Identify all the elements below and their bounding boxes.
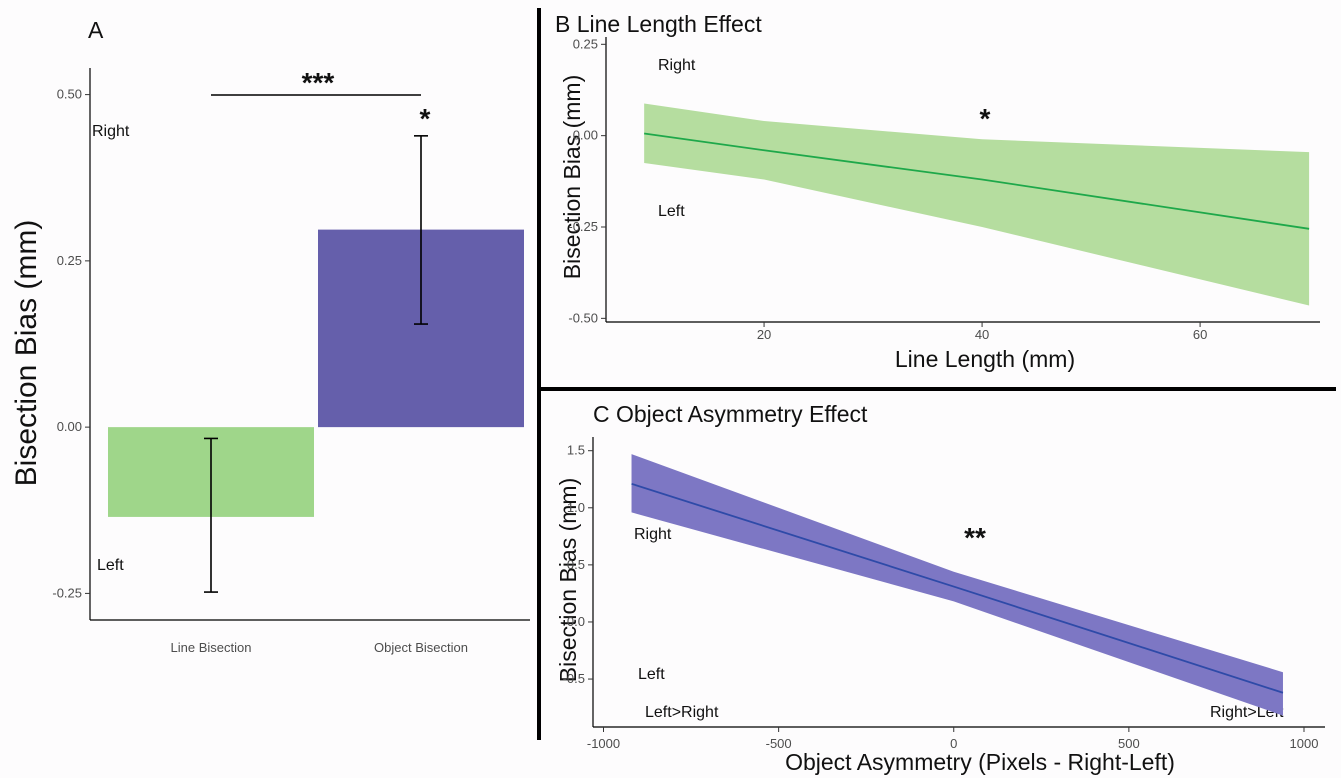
panel-c-y-tick-label: 0.0 bbox=[567, 614, 585, 629]
panel-a-object-star: * bbox=[420, 103, 431, 134]
panel-c-right-label: Right bbox=[634, 526, 672, 543]
panel-c-y-tick-label: -0.5 bbox=[563, 671, 585, 686]
panel-a-y-tick-label: 0.25 bbox=[57, 253, 82, 268]
panel-c-y-axis-title: Bisection Bias (mm) bbox=[555, 478, 581, 682]
panel-c-star: ** bbox=[964, 522, 986, 553]
panel-c-left-gt-right: Left>Right bbox=[645, 704, 719, 721]
panel-c-title: C Object Asymmetry Effect bbox=[593, 401, 868, 427]
panel-a-left-label: Left bbox=[97, 557, 124, 574]
panel-a-y-axis-title: Bisection Bias (mm) bbox=[10, 220, 43, 487]
panel-a-right-label: Right bbox=[92, 123, 130, 140]
panel-a-x-tick-label: Line Bisection bbox=[171, 640, 252, 655]
panel-c-y-tick-label: 1.5 bbox=[567, 443, 585, 458]
panel-b-y-tick-label: 0.00 bbox=[573, 128, 598, 143]
panel-b-star: * bbox=[980, 103, 991, 134]
panel-c-plot: -0.5 0.0 0.5 1.0 1.5 -1000 -500 0 500 1000 bbox=[563, 437, 1325, 751]
panel-a-y-tick-label: 0.00 bbox=[57, 419, 82, 434]
panel-a-plot: -0.25 0.00 0.25 0.50 Line Bisection Object Bi… bbox=[52, 68, 530, 655]
panel-c-confidence-band bbox=[631, 454, 1283, 716]
panel-a-title: A bbox=[88, 17, 104, 43]
panel-b-x-axis-title: Line Length (mm) bbox=[895, 346, 1075, 372]
panel-c-regression-line bbox=[631, 482, 1284, 694]
panel-a-x-tick-label: Object Bisection bbox=[374, 640, 468, 655]
panel-b-y-tick-label: -0.25 bbox=[568, 219, 598, 234]
panel-c-y-tick-label: 0.5 bbox=[567, 557, 585, 572]
panel-c-x-tick-label: 1000 bbox=[1290, 736, 1319, 751]
panel-c-x-tick-label: -500 bbox=[766, 736, 792, 751]
panel-b-plot: -0.50 -0.25 0.00 0.25 20 40 60 bbox=[568, 36, 1320, 342]
panel-b-x-tick-label: 20 bbox=[757, 327, 771, 342]
panel-b-x-tick-label: 60 bbox=[1193, 327, 1207, 342]
panel-c-x-tick-label: 0 bbox=[950, 736, 957, 751]
panel-b-y-tick-label: -0.50 bbox=[568, 310, 598, 325]
panel-a-y-tick-label: 0.50 bbox=[57, 87, 82, 102]
panel-c-left-label: Left bbox=[638, 666, 665, 683]
panel-b-right-label: Right bbox=[658, 57, 696, 74]
panel-c-y-tick-label: 1.0 bbox=[567, 500, 585, 515]
panel-c-x-axis-title: Object Asymmetry (Pixels - Right-Left) bbox=[785, 749, 1175, 775]
panel-b-y-tick-label: 0.25 bbox=[573, 36, 598, 51]
panel-b-title: B Line Length Effect bbox=[555, 11, 762, 37]
panel-b-x-tick-label: 40 bbox=[975, 327, 989, 342]
panel-c-x-tick-label: 500 bbox=[1118, 736, 1140, 751]
panel-b-regression-line bbox=[644, 132, 1310, 230]
panel-b-confidence-band bbox=[644, 103, 1310, 306]
panel-a-y-tick-label: -0.25 bbox=[52, 585, 82, 600]
panel-b-y-axis-title: Bisection Bias (mm) bbox=[559, 75, 585, 279]
panel-b-left-label: Left bbox=[658, 203, 685, 220]
panel-c-x-tick-label: -1000 bbox=[587, 736, 620, 751]
panel-a-bracket-stars: *** bbox=[302, 67, 335, 98]
